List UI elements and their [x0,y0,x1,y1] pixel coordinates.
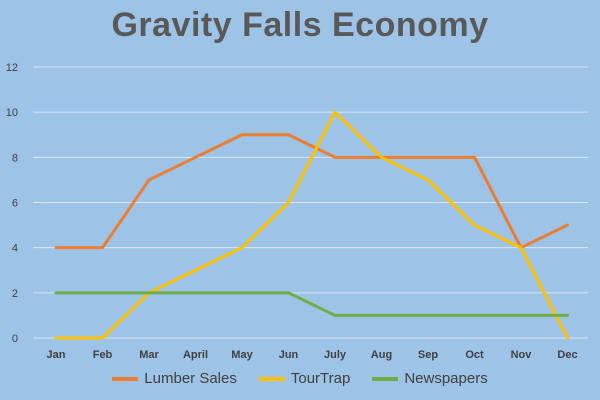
y-tick-label: 2 [12,288,18,300]
x-tick-label: April [183,349,208,361]
x-tick-label: May [231,349,253,361]
legend-label: Newspapers [404,370,488,387]
x-tick-label: Feb [93,349,113,361]
legend: Lumber Sales TourTrap Newspapers [0,370,600,387]
legend-swatch [112,376,139,381]
chart-title: Gravity Falls Economy [111,6,489,44]
x-tick-label: Sep [418,349,438,361]
y-tick-label: 12 [6,62,18,74]
y-tick-label: 4 [12,243,18,255]
legend-entry: Lumber Sales [112,370,237,387]
legend-label: TourTrap [290,370,351,387]
legend-label: Lumber Sales [144,370,237,387]
legend-swatch [372,376,399,381]
series-line-newspapers [54,291,569,317]
series-line-lumber-sales [54,133,569,250]
x-tick-label: Jun [279,349,299,361]
legend-entry: TourTrap [258,370,351,387]
y-tick-label: 6 [12,198,18,210]
y-tick-label: 10 [6,107,18,119]
x-tick-label: Dec [557,349,577,361]
x-tick-label: Aug [371,349,392,361]
y-tick-label: 0 [12,333,18,345]
x-tick-label: Oct [465,349,484,361]
x-tick-label: Mar [139,349,159,361]
legend-swatch [258,376,285,381]
x-tick-label: Jan [47,349,66,361]
legend-entry: Newspapers [372,370,488,387]
y-tick-label: 8 [12,152,18,164]
series-line-tourtrap [54,110,569,340]
x-tick-label: Nov [511,349,533,361]
x-tick-label: July [324,349,347,361]
